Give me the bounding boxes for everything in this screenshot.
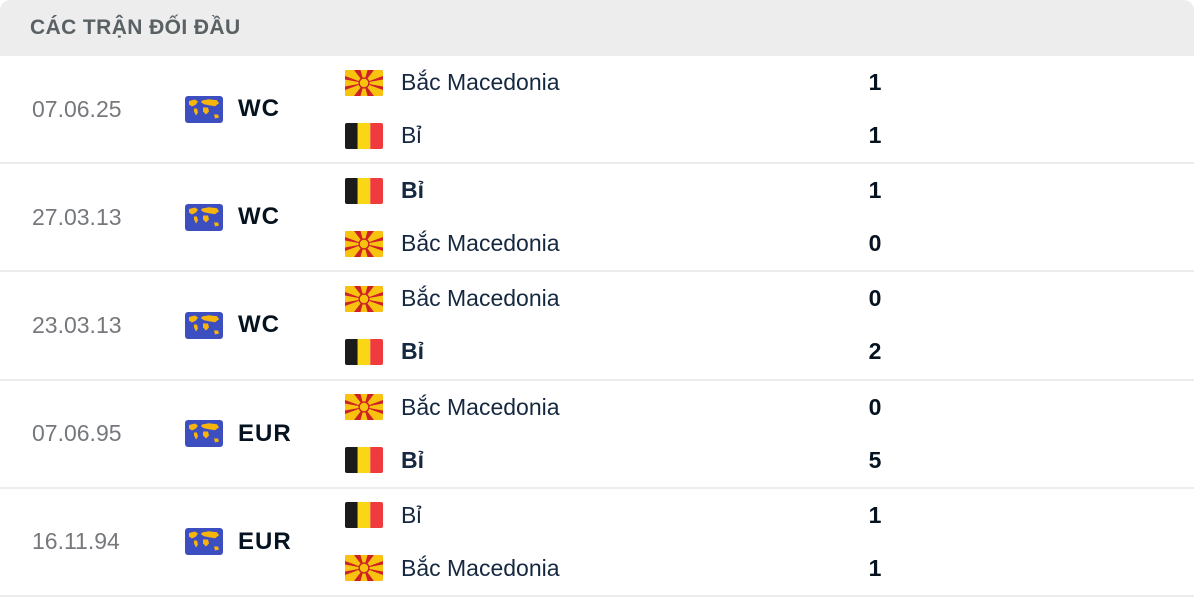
team-flag-icon <box>345 177 383 204</box>
team-flag-icon <box>345 69 383 96</box>
team-score: 0 <box>868 393 882 420</box>
team-name: Bỉ <box>401 446 424 473</box>
team-score: 0 <box>868 230 882 257</box>
team-row: Bỉ 2 <box>345 325 1194 378</box>
competition: WC <box>185 95 345 123</box>
competition: EUR <box>185 420 345 448</box>
team-name: Bỉ <box>401 501 422 528</box>
team-flag-icon <box>345 394 383 421</box>
world-map-icon <box>185 203 223 231</box>
match-teams: Bắc Macedonia 1 Bỉ 1 <box>345 56 1194 162</box>
section-header: CÁC TRẬN ĐỐI ĐẦU <box>0 0 1194 56</box>
competition-label: EUR <box>238 527 292 555</box>
team-row: Bỉ 1 <box>345 489 1194 542</box>
match-row[interactable]: 07.06.95 EUR <box>0 380 1194 489</box>
team-row: Bắc Macedonia 1 <box>345 56 1194 109</box>
team-row: Bỉ 1 <box>345 109 1194 162</box>
team-name: Bắc Macedonia <box>401 393 560 420</box>
team-score: 1 <box>868 501 882 528</box>
team-flag-icon <box>345 502 383 529</box>
team-score: 1 <box>868 122 882 149</box>
team-row: Bỉ 1 <box>345 164 1194 217</box>
team-score: 1 <box>868 554 882 581</box>
match-list: 07.06.25 WC <box>0 56 1194 597</box>
team-name: Bắc Macedonia <box>401 230 560 257</box>
team-row: Bắc Macedonia 0 <box>345 272 1194 325</box>
team-flag-icon <box>345 338 383 365</box>
match-teams: Bỉ 1 Bắc Macedonia 1 <box>345 489 1194 595</box>
match-teams: Bắc Macedonia 0 Bỉ 5 <box>345 381 1194 487</box>
match-teams: Bắc Macedonia 0 Bỉ 2 <box>345 272 1194 378</box>
team-name: Bắc Macedonia <box>401 285 560 312</box>
match-date: 07.06.25 <box>32 95 122 122</box>
team-name: Bắc Macedonia <box>401 554 560 581</box>
world-map-icon <box>185 311 223 339</box>
team-row: Bỉ 5 <box>345 434 1194 487</box>
match-date: 27.03.13 <box>32 203 122 230</box>
competition: WC <box>185 203 345 231</box>
team-score: 1 <box>868 69 882 96</box>
team-name: Bỉ <box>401 338 424 365</box>
world-map-icon <box>185 95 223 123</box>
team-row: Bắc Macedonia 0 <box>345 217 1194 270</box>
match-date: 23.03.13 <box>32 311 122 338</box>
world-map-icon <box>185 528 223 556</box>
match-date: 16.11.94 <box>32 528 120 555</box>
competition: EUR <box>185 528 345 556</box>
team-flag-icon <box>345 447 383 474</box>
competition-label: WC <box>238 95 280 123</box>
section-title: CÁC TRẬN ĐỐI ĐẦU <box>30 16 241 39</box>
match-row[interactable]: 27.03.13 WC Bỉ 1 <box>0 164 1194 273</box>
team-score: 1 <box>868 177 882 204</box>
team-score: 0 <box>868 285 882 312</box>
team-flag-icon <box>345 230 383 257</box>
team-row: Bắc Macedonia 1 <box>345 542 1194 595</box>
competition-label: WC <box>238 311 280 339</box>
team-score: 2 <box>868 338 882 365</box>
team-score: 5 <box>868 446 882 473</box>
world-map-icon <box>185 420 223 448</box>
competition: WC <box>185 311 345 339</box>
team-flag-icon <box>345 122 383 149</box>
team-flag-icon <box>345 285 383 312</box>
match-teams: Bỉ 1 Bắc Macedonia 0 <box>345 164 1194 270</box>
match-date: 07.06.95 <box>32 420 122 447</box>
team-name: Bắc Macedonia <box>401 69 560 96</box>
match-row[interactable]: 23.03.13 WC <box>0 272 1194 381</box>
match-row[interactable]: 16.11.94 EUR Bỉ 1 <box>0 488 1194 597</box>
team-flag-icon <box>345 555 383 582</box>
team-name: Bỉ <box>401 122 422 149</box>
team-row: Bắc Macedonia 0 <box>345 381 1194 434</box>
match-row[interactable]: 07.06.25 WC <box>0 56 1194 165</box>
competition-label: EUR <box>238 419 292 447</box>
competition-label: WC <box>238 203 280 231</box>
team-name: Bỉ <box>401 177 424 204</box>
